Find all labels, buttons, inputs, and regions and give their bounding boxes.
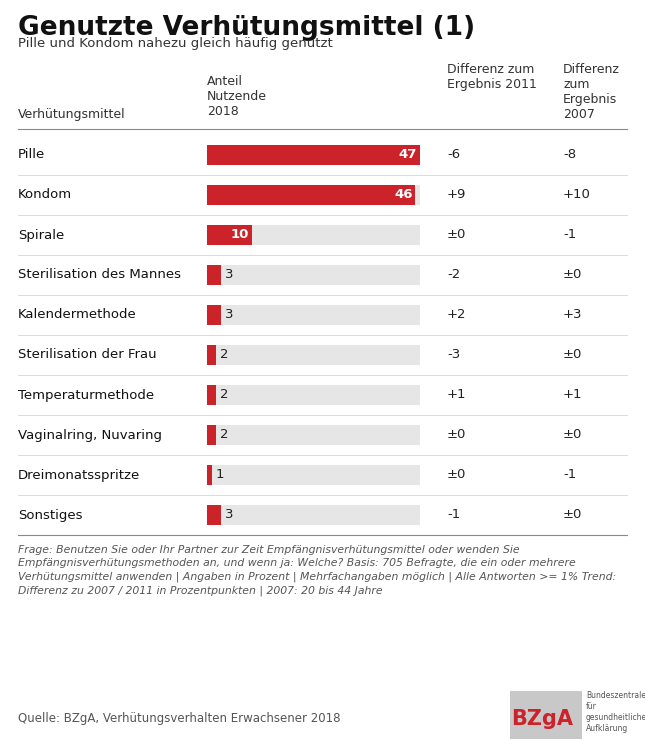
Text: -6: -6 — [447, 149, 460, 161]
Text: +2: +2 — [447, 309, 466, 321]
Bar — [207, 344, 216, 365]
Text: Sonstiges: Sonstiges — [18, 509, 83, 521]
Text: -1: -1 — [563, 229, 576, 241]
Text: Genutzte Verhütungsmittel (1): Genutzte Verhütungsmittel (1) — [18, 15, 475, 41]
Bar — [207, 505, 420, 525]
Bar — [207, 465, 420, 486]
Text: Pille und Kondom nahezu gleich häufig genutzt: Pille und Kondom nahezu gleich häufig ge… — [18, 37, 333, 50]
Bar — [207, 505, 221, 525]
Text: Dreimonatsspritze: Dreimonatsspritze — [18, 468, 140, 482]
Text: +3: +3 — [563, 309, 582, 321]
Text: Temperaturmethode: Temperaturmethode — [18, 388, 154, 401]
Bar — [207, 465, 212, 486]
Text: +9: +9 — [447, 188, 466, 202]
Text: Vaginalring, Nuvaring: Vaginalring, Nuvaring — [18, 429, 162, 441]
Bar — [207, 264, 221, 285]
Text: -1: -1 — [563, 468, 576, 482]
Bar — [207, 344, 420, 365]
Text: 2: 2 — [220, 349, 228, 362]
Bar — [207, 145, 420, 165]
Text: 46: 46 — [394, 188, 412, 202]
Text: Pille: Pille — [18, 149, 45, 161]
Text: ±0: ±0 — [563, 349, 582, 362]
Text: Sterilisation des Mannes: Sterilisation des Mannes — [18, 268, 181, 282]
Bar — [207, 145, 420, 165]
Text: Differenz zum
Ergebnis 2011: Differenz zum Ergebnis 2011 — [447, 63, 537, 91]
Bar — [207, 305, 221, 326]
Text: -1: -1 — [447, 509, 461, 521]
Text: 47: 47 — [399, 149, 417, 161]
Text: +10: +10 — [563, 188, 591, 202]
Bar — [207, 185, 415, 205]
Bar — [207, 424, 420, 445]
Text: 3: 3 — [224, 309, 233, 321]
Text: ±0: ±0 — [447, 229, 466, 241]
Text: -2: -2 — [447, 268, 461, 282]
Text: Differenz
zum
Ergebnis
2007: Differenz zum Ergebnis 2007 — [563, 63, 620, 121]
Bar — [207, 424, 216, 445]
Text: -8: -8 — [563, 149, 576, 161]
Bar — [207, 264, 420, 285]
Text: 2: 2 — [220, 429, 228, 441]
Text: 10: 10 — [231, 229, 250, 241]
Text: ±0: ±0 — [563, 429, 582, 441]
Bar — [207, 385, 216, 406]
Text: ±0: ±0 — [563, 268, 582, 282]
Bar — [207, 225, 252, 246]
Text: 2: 2 — [220, 388, 228, 401]
Bar — [207, 185, 420, 205]
Text: 3: 3 — [224, 268, 233, 282]
Text: Anteil
Nutzende
2018: Anteil Nutzende 2018 — [207, 75, 267, 118]
Bar — [207, 305, 420, 326]
Text: Spirale: Spirale — [18, 229, 64, 241]
Text: Frage: Benutzen Sie oder Ihr Partner zur Zeit Empfängnisverhütungsmittel oder we: Frage: Benutzen Sie oder Ihr Partner zur… — [18, 545, 616, 595]
Bar — [207, 225, 420, 246]
Text: Quelle: BZgA, Verhütungsverhalten Erwachsener 2018: Quelle: BZgA, Verhütungsverhalten Erwach… — [18, 712, 341, 725]
Text: Kondom: Kondom — [18, 188, 72, 202]
Text: 3: 3 — [224, 509, 233, 521]
Text: Kalendermethode: Kalendermethode — [18, 309, 137, 321]
Text: 1: 1 — [215, 468, 224, 482]
Text: Verhütungsmittel: Verhütungsmittel — [18, 108, 126, 121]
Bar — [510, 691, 582, 739]
Text: -3: -3 — [447, 349, 461, 362]
Text: BZgA: BZgA — [511, 709, 573, 729]
Text: ±0: ±0 — [447, 429, 466, 441]
Text: Bundeszentrale
für
gesundheitliche
Aufklärung: Bundeszentrale für gesundheitliche Aufkl… — [586, 691, 645, 734]
Text: ±0: ±0 — [563, 509, 582, 521]
Text: +1: +1 — [563, 388, 582, 401]
Text: ±0: ±0 — [447, 468, 466, 482]
Text: Sterilisation der Frau: Sterilisation der Frau — [18, 349, 157, 362]
Bar — [207, 385, 420, 406]
Text: +1: +1 — [447, 388, 466, 401]
